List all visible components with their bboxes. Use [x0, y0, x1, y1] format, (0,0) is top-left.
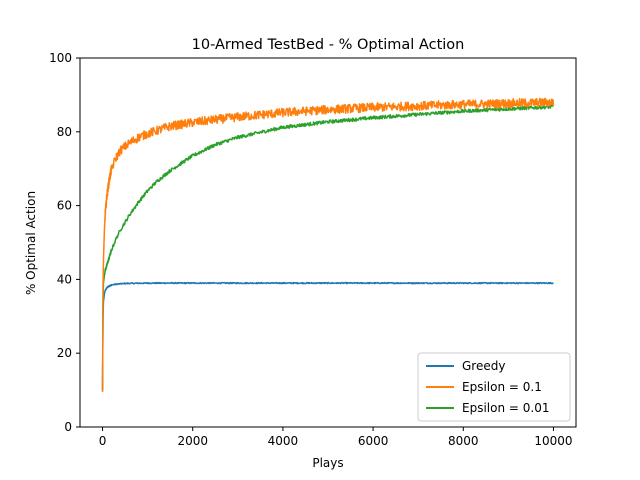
x-axis-ticks: 0 2000 4000 6000 8000 10000: [99, 427, 573, 448]
x-tick-label: 0: [99, 434, 107, 448]
y-tick-label: 60: [57, 199, 72, 213]
legend-box: [417, 352, 571, 422]
x-tick-label: 4000: [268, 434, 299, 448]
x-tick-label: 10000: [534, 434, 572, 448]
series-line: [101, 281, 554, 391]
x-tick-label: 8000: [448, 434, 479, 448]
series-line: [101, 97, 555, 392]
y-tick-label: 0: [64, 420, 72, 434]
x-tick-label: 6000: [358, 434, 389, 448]
legend-label: Epsilon = 0.01: [462, 401, 549, 415]
series-layer: [101, 97, 555, 392]
y-tick-label: 100: [49, 51, 72, 65]
legend-label: Epsilon = 0.1: [462, 380, 542, 394]
y-tick-label: 20: [57, 346, 72, 360]
y-axis-ticks: 0 20 40 60 80 100: [49, 51, 80, 434]
series-line: [101, 104, 554, 391]
y-axis-label: % Optimal Action: [24, 191, 38, 295]
plot-frame: [79, 57, 577, 428]
legend: Greedy Epsilon = 0.1 Epsilon = 0.01: [417, 352, 571, 422]
legend-label: Greedy: [462, 359, 505, 373]
y-tick-label: 80: [57, 125, 72, 139]
y-tick-label: 40: [57, 272, 72, 286]
chart-title: 10-Armed TestBed - % Optimal Action: [192, 37, 465, 53]
x-axis-label: Plays: [312, 456, 343, 470]
x-tick-label: 2000: [177, 434, 208, 448]
